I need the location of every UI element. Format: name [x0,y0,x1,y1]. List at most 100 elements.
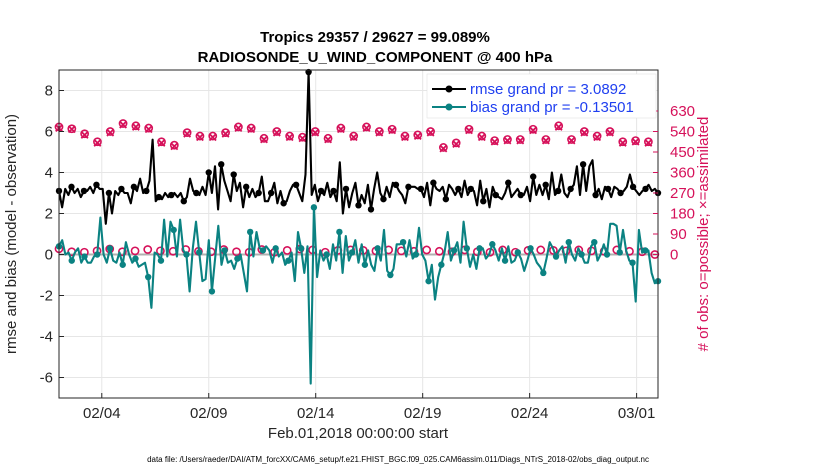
obs-possible-point [503,135,512,144]
rmse-point [467,185,475,193]
y-right-tick-label: 450 [670,144,695,161]
obs-possible-point [400,131,410,141]
rmse-point [642,185,649,193]
bias-point [310,204,318,211]
y-left-tick-label: 2 [45,206,53,223]
bias-point [463,245,471,252]
rmse-point [93,181,100,188]
bias-point [565,239,572,246]
legend-box [426,73,657,119]
obs-assimilated-point [336,125,345,134]
rmse-point [130,183,138,191]
data-file-footer: data file: /Users/raeder/DAI/ATM_forcXX/… [147,455,649,464]
obs-possible-point [605,127,615,136]
legend: rmse grand pr = 3.0892 bias grand pr = -… [426,73,657,119]
obs-possible-point [233,122,243,132]
obs-assimilated-point [106,128,115,137]
obs-possible-point [515,135,525,144]
bias-point [348,249,356,256]
rmse-point [380,195,387,203]
obs-assimilated-point [490,137,499,146]
obs-assimilated-point [157,138,166,147]
obs-assimilated-point [247,125,256,134]
obs-assimilated-point [362,124,371,133]
y-axis-right-ticks: 0 90 180 270 360 450 540 630 [653,103,695,264]
obs-possible-point [434,246,444,256]
obs-possible-point [631,136,640,146]
rmse-point [480,198,487,205]
bias-point [285,257,292,264]
obs-assimilated-point [170,142,179,151]
obs-assimilated-point [144,125,153,134]
obs-possible-point [105,127,115,136]
obs-possible-point [285,131,295,141]
obs-possible-point [246,123,256,133]
rmse-point [505,179,512,186]
bias-point [514,249,522,256]
obs-assimilated-point [606,128,614,137]
obs-assimilated-point [298,134,307,143]
y-right-tick-label: 630 [670,103,695,120]
obs-possible-point [592,131,602,141]
rmse-point [455,185,462,193]
rmse-point [442,195,450,203]
x-tick-label: 02/04 [83,405,121,422]
obs-possible-point [536,245,546,255]
obs-possible-point [259,133,269,143]
rmse-point [205,169,212,176]
obs-assimilated-point [324,135,333,144]
obs-possible-point [362,122,371,132]
rmse-point [417,185,425,193]
y-left-tick-label: -2 [40,288,53,305]
y-axis-right-label: # of obs: o=possible; ×=assimilated [695,117,712,352]
legend-rmse-marker [445,85,453,93]
rmse-point [392,181,400,188]
bias-point [642,247,649,254]
obs-assimilated-point [593,133,602,142]
obs-possible-point [157,137,166,147]
bias-point [501,257,509,264]
bias-point [450,247,458,254]
bias-point [438,261,445,268]
obs-assimilated-point [234,124,243,133]
bias-point [412,251,420,258]
bias-point [399,239,407,246]
bias-point [323,251,330,258]
y-right-tick-label: 90 [670,226,687,243]
obs-possible-point [272,127,282,136]
y-left-tick-label: 8 [45,83,53,100]
rmse-point [143,187,150,195]
bias-point [336,228,343,236]
rmse-point [80,187,88,195]
bias-series-line [58,206,659,385]
obs-assimilated-point [580,128,589,137]
y-axis-left-ticks: -6 -4 -2 0 2 4 6 8 [40,83,64,387]
obs-assimilated-point [439,144,448,153]
rmse-point [542,181,549,188]
y-left-tick-label: 6 [45,124,53,141]
rmse-layer [55,68,662,225]
obs-assimilated-point [413,132,422,140]
bias-point [68,257,75,264]
obs-possible-point [349,131,359,141]
rmse-point [330,187,337,195]
bias-point [145,273,152,281]
y-left-tick-label: -4 [40,329,53,346]
bias-point [361,261,369,268]
rmse-point [342,185,350,193]
obs-possible-point [282,245,292,255]
obs-assimilated-point [80,130,89,139]
bias-point [552,253,560,260]
obs-possible-point [80,129,90,139]
rmse-point [317,187,325,195]
obs-assimilated-point [516,136,525,145]
rmse-point [592,191,599,199]
obs-possible-point [143,245,153,254]
obs-possible-point [130,246,140,256]
obs-assimilated-point [631,137,640,146]
obs-assimilated-point [93,138,102,147]
bias-point [221,247,228,254]
bias-point [489,241,496,248]
obs-assimilated-point [388,126,397,135]
rmse-point [530,173,537,180]
